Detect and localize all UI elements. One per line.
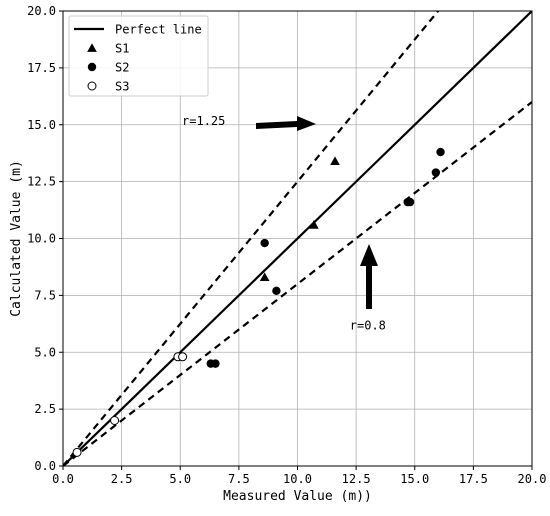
annotations: r=1.25 r=0.8 (182, 114, 386, 333)
y-axis-label: Calculated Value (m) (9, 160, 24, 317)
ticks: 0.0 2.5 5.0 7.5 10.0 12.5 15.0 17.5 20.0 0.0 2.5 5.… (27, 4, 546, 486)
legend-label: S3 (115, 80, 129, 94)
legend-box (68, 15, 209, 97)
s1-point (330, 156, 340, 165)
y-tick-label: 12.5 (27, 175, 56, 189)
annotation-label: r=0.8 (350, 319, 386, 333)
s2-point (436, 147, 445, 157)
x-tick-label: 12.5 (342, 472, 371, 486)
legend: Perfect line S1 S2 S3 (68, 15, 209, 97)
legend-label: S1 (115, 42, 129, 56)
x-tick-label: 15.0 (400, 472, 429, 486)
annotation-arrows (256, 116, 378, 309)
y-tick-label: 17.5 (27, 61, 56, 75)
s1-point (309, 220, 319, 229)
y-tick-label: 5.0 (34, 345, 56, 359)
s1-point (259, 272, 270, 282)
annotation-label: r=1.25 (182, 114, 225, 128)
r125-arrow (256, 116, 316, 131)
y-tick-label: 2.5 (34, 402, 56, 416)
x-tick-label: 10.0 (283, 472, 312, 486)
x-tick-label: 17.5 (459, 472, 488, 486)
x-tick-label: 0.0 (52, 472, 74, 486)
reference-lines (63, 11, 532, 466)
y-tick-label: 20.0 (27, 4, 56, 18)
x-tick-label: 2.5 (111, 472, 133, 486)
legend-label: Perfect line (115, 23, 202, 37)
ratio-line-1 (63, 11, 440, 466)
x-tick-label: 20.0 (518, 472, 547, 486)
perfect-line (63, 11, 532, 466)
legend-marker (87, 62, 97, 72)
x-axis-label: Measured Value (m)) (223, 489, 372, 504)
s3-point (72, 447, 82, 457)
y-tick-label: 15.0 (27, 118, 56, 132)
s3-point (178, 352, 188, 362)
x-tick-label: 7.5 (228, 472, 250, 486)
s2-point (405, 197, 415, 207)
s2-point (431, 168, 441, 177)
y-tick-label: 10.0 (27, 232, 56, 246)
legend-marker (87, 81, 97, 91)
x-tick-label: 5.0 (169, 472, 191, 486)
s3-point (110, 416, 120, 425)
y-tick-label: 7.5 (34, 288, 56, 302)
s2-point (211, 359, 220, 368)
s2-point (260, 238, 269, 248)
legend-label: S2 (115, 61, 129, 75)
y-tick-label: 0.0 (34, 459, 56, 473)
r08-arrow (360, 244, 378, 309)
ratio-line-2 (63, 101, 532, 466)
s2-point (272, 286, 281, 296)
data-points (72, 147, 445, 457)
legend-marker (87, 43, 97, 52)
